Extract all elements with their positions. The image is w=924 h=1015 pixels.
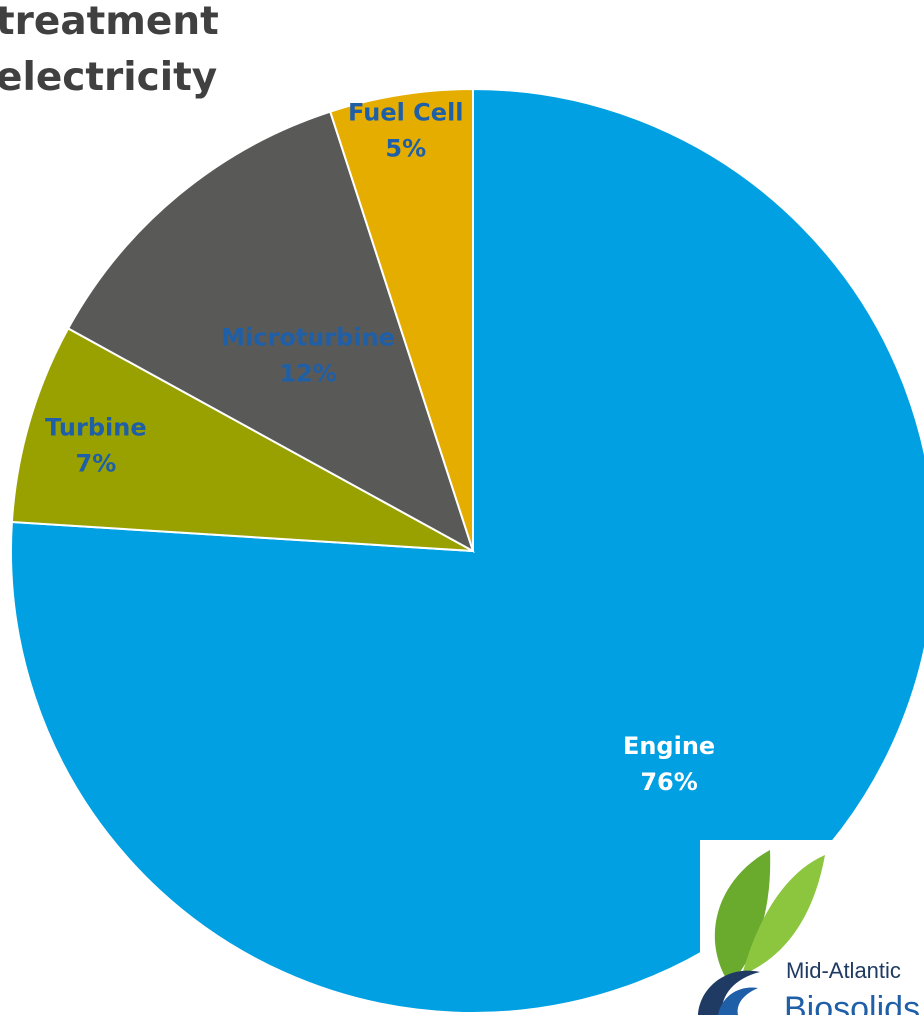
pie-labels: Engine 76% Turbine 7% Microturbine 12% Fuel Ce…	[45, 99, 715, 796]
pie-slice-turbine	[10, 327, 474, 552]
title-line-2: electricity	[0, 55, 217, 100]
pie-slice-fuel-cell	[328, 87, 474, 552]
title-line-1: treatment	[0, 0, 219, 44]
leaf-left-icon	[714, 850, 771, 985]
logo-line-1: Mid-Atlantic	[786, 958, 901, 983]
slice-percent-engine: 76%	[640, 768, 697, 796]
leaf-right-icon	[742, 855, 825, 975]
swirl-inner-icon	[718, 987, 758, 1015]
slice-label-fuel-cell: Fuel Cell	[348, 99, 464, 127]
pie-slices	[10, 87, 924, 1014]
pie-slice-microturbine	[66, 110, 475, 554]
slice-label-turbine: Turbine	[45, 413, 146, 441]
slice-percent-turbine: 7%	[76, 449, 117, 477]
mid-atlantic-biosolids-logo: Mid-Atlantic Biosolids	[698, 840, 924, 1015]
chart-title: treatment electricity	[0, 0, 219, 100]
slice-label-engine: Engine	[623, 732, 715, 760]
logo-line-2: Biosolids	[784, 990, 920, 1015]
swirl-icon	[698, 970, 760, 1015]
slice-label-microturbine: Microturbine	[221, 324, 395, 352]
slice-percent-microturbine: 12%	[279, 360, 336, 388]
slice-percent-fuel-cell: 5%	[385, 135, 426, 163]
